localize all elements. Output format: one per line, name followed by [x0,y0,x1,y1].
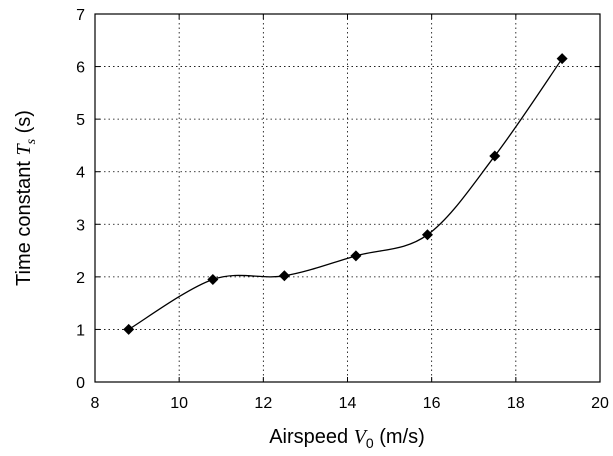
y-tick-label: 1 [76,322,85,339]
x-tick-label: 14 [339,395,357,412]
data-point [123,323,135,335]
data-point [489,150,501,162]
y-tick-label: 0 [76,375,85,392]
y-tick-label: 5 [76,112,85,129]
x-tick-label: 8 [91,395,100,412]
x-tick-label: 20 [591,395,609,412]
data-point [556,53,568,65]
data-point [421,229,433,241]
y-axis-label: Time constant Ts (s) [13,110,39,286]
data-point [350,250,362,262]
y-tick-label: 3 [76,217,85,234]
data-point [207,273,219,285]
y-tick-label: 7 [76,7,85,24]
x-tick-label: 16 [423,395,441,412]
x-tick-label: 18 [507,395,525,412]
data-point [278,270,290,282]
y-tick-label: 6 [76,60,85,77]
x-axis: 8 10 12 14 16 18 20 [91,14,609,412]
series-markers [123,53,568,335]
grid [95,14,600,382]
y-axis: 0 1 2 3 4 5 6 7 [76,7,600,392]
x-axis-label: Airspeed V0 (m/s) [269,426,425,451]
x-tick-label: 10 [170,395,188,412]
y-tick-label: 4 [76,165,85,182]
y-tick-label: 2 [76,270,85,287]
x-tick-label: 12 [254,395,272,412]
